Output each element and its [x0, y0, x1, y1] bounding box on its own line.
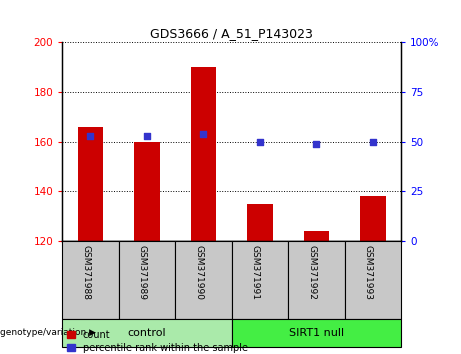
Text: SIRT1 null: SIRT1 null — [289, 328, 344, 338]
Point — [87, 133, 94, 138]
Point — [313, 141, 320, 147]
Bar — [304, 231, 329, 241]
Text: control: control — [128, 328, 166, 338]
Text: GSM371988: GSM371988 — [82, 245, 90, 299]
Text: GSM371993: GSM371993 — [364, 245, 373, 299]
Point — [369, 139, 377, 144]
Bar — [134, 142, 160, 241]
Bar — [344, 241, 401, 319]
Text: GSM371991: GSM371991 — [251, 245, 260, 299]
Bar — [78, 127, 103, 241]
Point — [200, 131, 207, 137]
Text: GSM371992: GSM371992 — [307, 245, 316, 299]
Text: genotype/variation ▶: genotype/variation ▶ — [0, 328, 96, 337]
Bar — [247, 204, 272, 241]
Bar — [288, 241, 344, 319]
Bar — [175, 241, 231, 319]
Bar — [360, 196, 385, 241]
Text: GSM371989: GSM371989 — [138, 245, 147, 299]
Bar — [231, 319, 401, 347]
Bar — [62, 319, 231, 347]
Title: GDS3666 / A_51_P143023: GDS3666 / A_51_P143023 — [150, 27, 313, 40]
Point — [256, 139, 264, 144]
Bar — [118, 241, 175, 319]
Bar — [231, 241, 288, 319]
Text: GSM371990: GSM371990 — [195, 245, 203, 299]
Legend: count, percentile rank within the sample: count, percentile rank within the sample — [67, 330, 248, 353]
Point — [143, 133, 151, 138]
Bar — [62, 241, 118, 319]
Bar — [191, 67, 216, 241]
